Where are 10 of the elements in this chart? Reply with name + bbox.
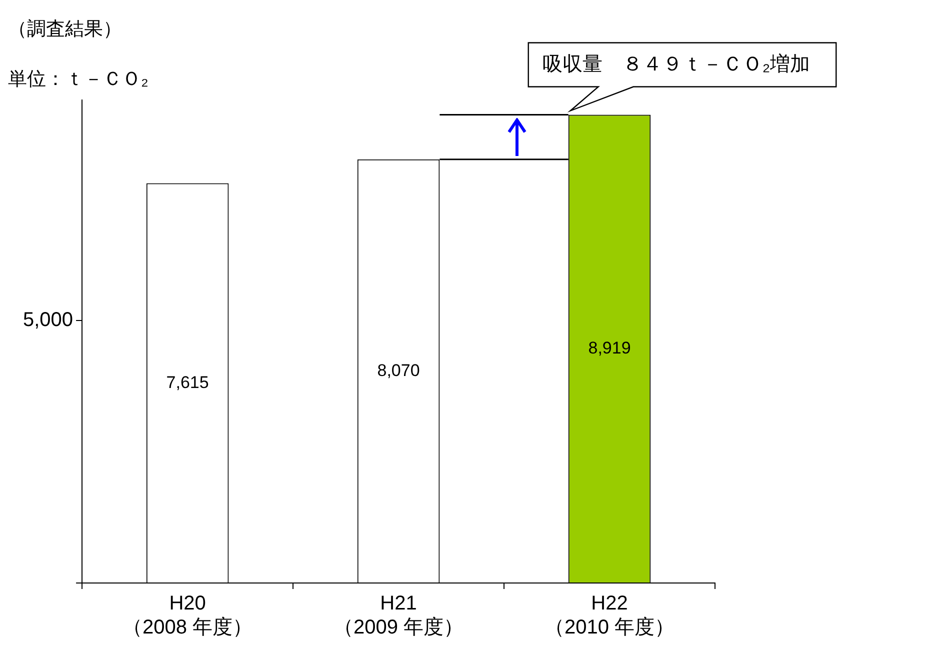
data-label: 8,070: [377, 360, 420, 380]
y-tick-label: 5,000: [22, 309, 74, 332]
data-label: 7,615: [166, 372, 209, 392]
y-axis-title: 単位：ｔ－ＣＯ₂: [8, 69, 148, 90]
x-tick-label: H20 （2008 年度）: [122, 592, 253, 639]
data-label: 8,919: [588, 338, 631, 358]
chart-title: （調査結果）: [8, 19, 122, 40]
annotation: 吸収量 ８４９ｔ－ＣＯ₂増加: [542, 52, 810, 76]
x-tick-label: H21 （2009 年度）: [333, 592, 464, 639]
x-tick-label: H22 （2010 年度）: [544, 592, 675, 639]
